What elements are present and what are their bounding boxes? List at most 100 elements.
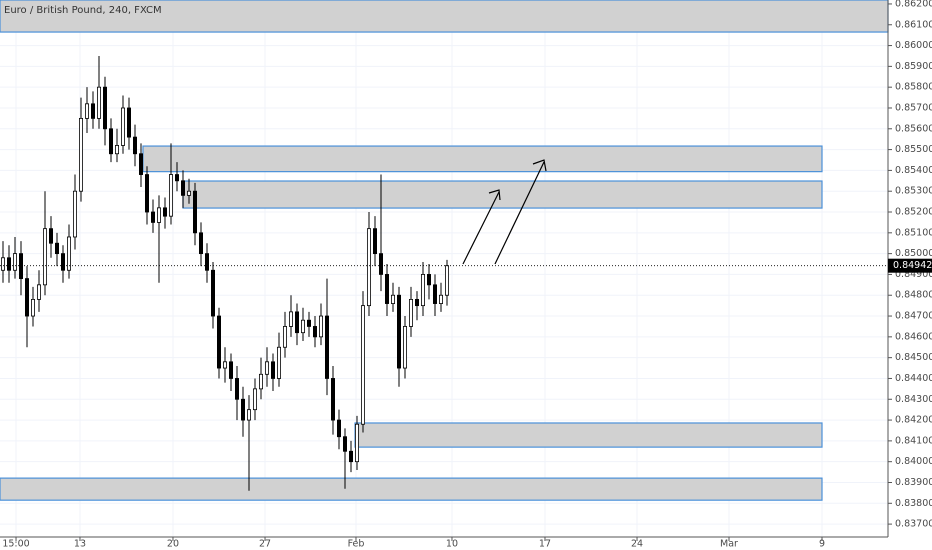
candle [49, 216, 54, 258]
y-tick-label: 0.85900 [895, 61, 932, 72]
candle-body [420, 274, 425, 307]
candle-body [174, 174, 179, 182]
candle [67, 224, 72, 279]
candle [156, 195, 161, 283]
zone [0, 0, 889, 33]
arrow-shaft [494, 161, 545, 265]
candle [121, 95, 126, 154]
candle [222, 347, 227, 383]
candle [312, 316, 317, 348]
y-tick-label: 0.85300 [895, 186, 932, 197]
candle [37, 270, 42, 312]
candle [198, 222, 203, 267]
y-tick-label: 0.84200 [895, 415, 932, 426]
y-tick-label: 0.84400 [895, 373, 932, 384]
candle [438, 282, 443, 312]
x-tick-label: Mar [720, 539, 738, 550]
y-tick-label: 0.84100 [895, 435, 932, 446]
candle [30, 286, 35, 327]
candle-body [222, 361, 227, 369]
candle-body [384, 274, 389, 304]
candle [294, 303, 299, 346]
candle [12, 236, 17, 279]
candle-body [0, 257, 6, 271]
candle [150, 199, 155, 233]
candle [61, 245, 66, 283]
candle [24, 266, 29, 348]
candle [378, 174, 383, 292]
candle-body [288, 311, 293, 327]
last-price-label: 0.84942 [893, 260, 932, 271]
candle [138, 143, 143, 188]
y-tick-label: 0.84800 [895, 290, 932, 301]
candle-body [156, 207, 161, 223]
candle-body [402, 326, 407, 369]
candle-body [210, 269, 215, 317]
candle [55, 232, 60, 267]
candle-body [270, 361, 275, 379]
candle-body [312, 326, 317, 338]
candle-body [91, 103, 96, 119]
candle-body [67, 236, 72, 271]
y-tick-label: 0.83800 [895, 498, 932, 509]
candle [210, 261, 215, 329]
overlay [462, 159, 547, 265]
candle [204, 243, 209, 283]
y-tick-label: 0.85400 [895, 165, 932, 176]
candle-body [109, 128, 114, 155]
candle [18, 241, 23, 296]
candle [408, 286, 413, 337]
candle [192, 182, 197, 246]
candle-body [186, 190, 191, 196]
candle [168, 143, 173, 225]
zone [0, 477, 823, 501]
candle-body [30, 298, 35, 317]
candle [132, 124, 137, 167]
candle [174, 162, 179, 192]
candle-body [55, 242, 60, 255]
arrow [462, 189, 501, 265]
candle [300, 307, 305, 342]
candle [330, 365, 335, 435]
candle-body [127, 107, 132, 138]
candle-body [97, 86, 102, 119]
candle-body [121, 107, 126, 146]
candle-body [144, 174, 149, 213]
y-tick-label: 0.86100 [895, 19, 932, 30]
candle-body [378, 253, 383, 275]
y-tick-label: 0.86200 [895, 0, 932, 9]
y-tick-label: 0.85500 [895, 144, 932, 155]
candle-body [396, 294, 401, 369]
candle-body [138, 153, 143, 175]
candle-body [228, 361, 233, 379]
candle-body [204, 253, 209, 271]
candle [276, 332, 281, 387]
candle [414, 291, 419, 321]
candle-body [246, 409, 251, 421]
candle [258, 357, 263, 400]
y-tick-label: 0.84500 [895, 352, 932, 363]
candle-body [240, 398, 245, 421]
candle-body [115, 145, 120, 155]
candle-body [7, 257, 12, 271]
candle [103, 76, 108, 146]
candle-body [258, 373, 263, 390]
y-tick-label: 0.85800 [895, 82, 932, 93]
candle-body [252, 388, 257, 411]
y-tick-label: 0.85700 [895, 102, 932, 113]
candle-body [132, 136, 137, 155]
y-tick-label: 0.85100 [895, 227, 932, 238]
candle [384, 264, 389, 317]
y-tick-label: 0.86000 [895, 40, 932, 51]
candle [115, 128, 120, 163]
candle [426, 264, 431, 300]
candle-body [216, 315, 221, 369]
candle [109, 118, 114, 163]
candle [324, 278, 329, 396]
candle [366, 212, 371, 317]
candle [127, 97, 132, 150]
y-tick-label: 0.85200 [895, 207, 932, 218]
candle-body [276, 346, 281, 379]
